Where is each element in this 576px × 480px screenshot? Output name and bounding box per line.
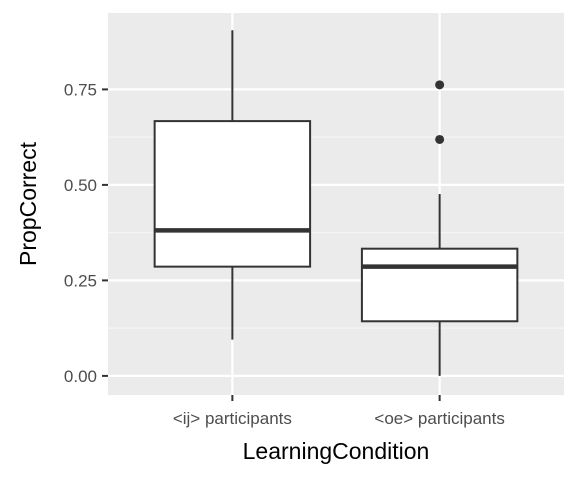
x-axis-title: LearningCondition <box>243 438 430 464</box>
y-axis-title: PropCorrect <box>15 141 41 266</box>
x-tick-label: <oe> participants <box>374 409 504 428</box>
y-tick-label: 0.75 <box>64 80 97 99</box>
box-iqr <box>155 121 310 267</box>
y-tick-label: 0.00 <box>64 367 97 386</box>
x-tick-label: <ij> participants <box>173 409 292 428</box>
outlier-point <box>435 135 444 144</box>
y-tick-label: 0.50 <box>64 176 97 195</box>
box-iqr <box>362 249 517 322</box>
outlier-point <box>435 80 444 89</box>
y-tick-label: 0.25 <box>64 271 97 290</box>
